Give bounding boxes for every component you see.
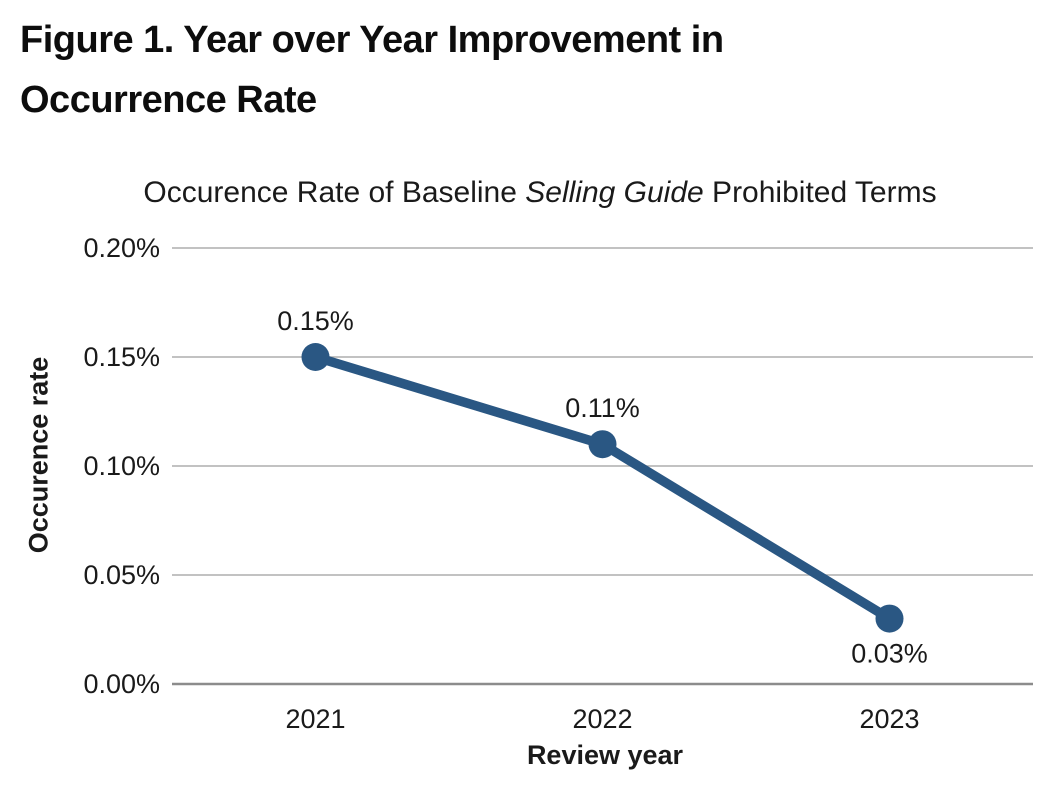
x-tick-label: 2021 <box>285 704 345 734</box>
figure-title: Figure 1. Year over Year Improvement in … <box>20 10 724 130</box>
y-tick-label: 0.10% <box>83 451 160 481</box>
data-point-2022 <box>588 430 617 459</box>
figure-title-line1: Figure 1. Year over Year Improvement in <box>20 19 724 61</box>
x-tick-label: 2022 <box>572 704 632 734</box>
data-label-2022: 0.11% <box>565 393 640 423</box>
chart-title-italic: Selling Guide <box>525 176 704 209</box>
figure-title-line2: Occurrence Rate <box>20 79 317 121</box>
data-point-2021 <box>301 343 330 371</box>
y-tick-label: 0.00% <box>83 669 160 699</box>
chart-title-prefix: Occurence Rate of Baseline <box>143 176 526 209</box>
y-tick-label: 0.05% <box>83 560 160 590</box>
data-label-2023: 0.03% <box>851 639 928 669</box>
x-axis-label: Review year <box>526 740 684 770</box>
data-point-2023 <box>875 604 904 633</box>
data-label-2021: 0.15% <box>277 306 354 336</box>
y-tick-label: 0.20% <box>83 233 160 263</box>
chart-title: Occurence Rate of Baseline Selling Guide… <box>40 176 1040 210</box>
x-tick-label: 2023 <box>859 704 919 734</box>
chart-title-suffix: Prohibited Terms <box>703 176 937 209</box>
y-tick-label: 0.15% <box>83 342 160 372</box>
